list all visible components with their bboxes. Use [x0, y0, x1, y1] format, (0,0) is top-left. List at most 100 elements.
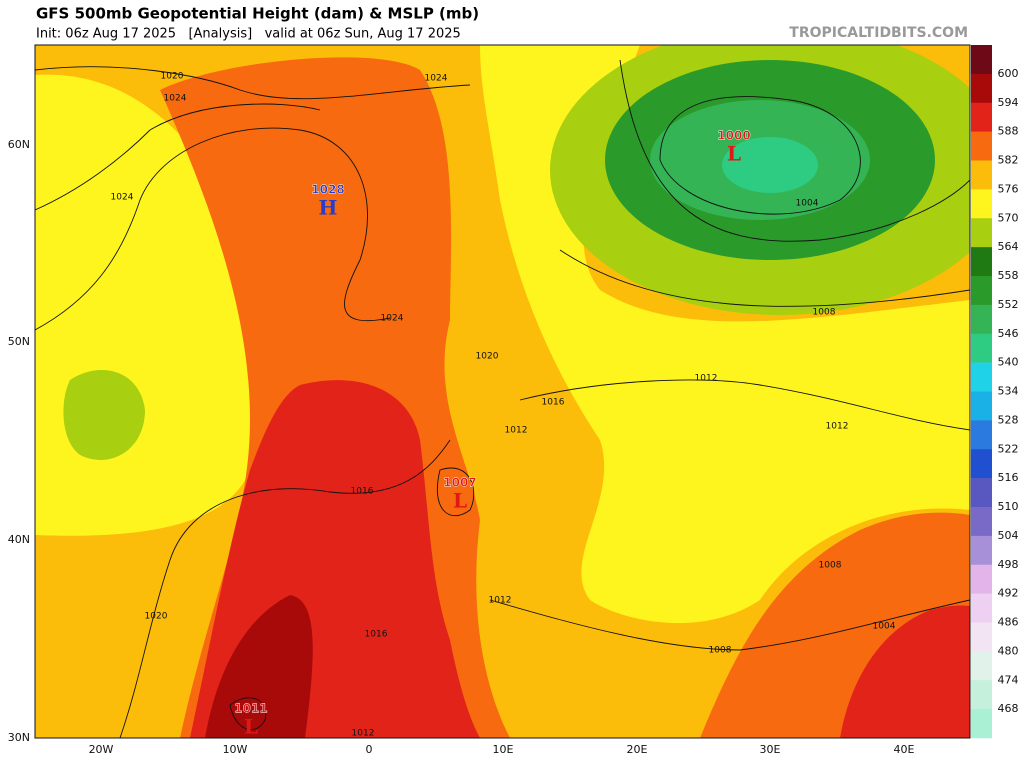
isobar: [619, 59, 970, 242]
longitude-label: 10E: [493, 743, 514, 756]
title: GFS 500mb Geopotential Height (dam) & MS…: [36, 5, 479, 23]
contour-label: 1016: [351, 487, 374, 497]
field-570-east: [480, 45, 970, 624]
credit: TROPICALTIDBITS.COM: [789, 25, 968, 41]
subtitle: Init: 06z Aug 17 2025 [Analysis] valid a…: [36, 27, 461, 42]
field-588-east: [840, 605, 970, 738]
isobar: [119, 439, 451, 738]
contour-label: 1020: [161, 72, 184, 82]
colorbar-label: 588: [998, 125, 1019, 138]
colorbar-swatch: [971, 131, 992, 161]
contour-label: 1020: [145, 612, 168, 622]
colorbar-label: 552: [998, 298, 1019, 311]
colorbar-swatch: [971, 709, 992, 739]
colorbar-swatch: [971, 189, 992, 219]
longitude-label: 20W: [89, 743, 114, 756]
colorbar-label: 576: [998, 182, 1019, 195]
colorbar-swatch: [971, 651, 992, 681]
latitude-label: 50N: [8, 335, 30, 348]
colorbar-swatch: [971, 593, 992, 623]
contour-label: 1012: [352, 729, 375, 739]
colorbar-swatch: [971, 102, 992, 132]
colorbar-swatch: [971, 507, 992, 537]
colorbar-swatch: [971, 680, 992, 710]
colorbar-swatch: [971, 478, 992, 508]
colorbar-label: 486: [998, 616, 1019, 629]
longitude-label: 20E: [627, 743, 648, 756]
contour-label: 1008: [819, 561, 842, 571]
colorbar-label: 582: [998, 154, 1019, 167]
pressure-center-symbol: L: [727, 142, 741, 166]
colorbar-swatch: [971, 160, 992, 190]
colorbar-label: 510: [998, 500, 1019, 513]
colorbar-label: 504: [998, 529, 1019, 542]
longitude-label: 40E: [894, 743, 915, 756]
contour-label: 1016: [542, 398, 565, 408]
pressure-center-symbol: L: [453, 489, 467, 513]
isobar: [436, 467, 475, 516]
colorbar-label: 540: [998, 356, 1019, 369]
contour-label: 1020: [476, 352, 499, 362]
colorbar-label: 600: [998, 67, 1019, 80]
colorbar-swatch: [971, 564, 992, 594]
map-frame: [34, 44, 971, 739]
longitude-label: 0: [366, 743, 373, 756]
colorbar-swatch: [971, 362, 992, 392]
colorbar-swatch: [971, 391, 992, 421]
colorbar-swatch: [971, 304, 992, 335]
colorbar-swatch: [971, 276, 992, 306]
contour-label: 1012: [505, 426, 528, 436]
colorbar-label: 522: [998, 442, 1019, 455]
isobar: [35, 66, 471, 100]
pressure-center-value: 1028: [311, 183, 344, 197]
colorbar-label: 570: [998, 211, 1019, 224]
pressure-center-value: 1000: [717, 129, 750, 143]
colorbar-label: 558: [998, 269, 1019, 282]
isobars: [35, 59, 970, 738]
pressure-center-symbol: L: [244, 715, 258, 739]
isobar: [559, 249, 970, 307]
isobar: [519, 379, 970, 431]
contour-label: 1012: [695, 374, 718, 384]
colorbar-label: 498: [998, 558, 1019, 571]
contour-label: 1008: [813, 308, 836, 318]
contour-label: 1004: [796, 199, 819, 209]
contour-label: 1012: [489, 596, 512, 606]
colorbar-label: 468: [998, 702, 1019, 715]
latitude-label: 30N: [8, 731, 30, 744]
contour-label: 1024: [381, 314, 404, 324]
contour-label: 1004: [873, 622, 896, 632]
isobar: [35, 103, 321, 211]
colorbar-label: 492: [998, 587, 1019, 600]
colorbar-label: 474: [998, 673, 1019, 686]
colorbar-swatch: [971, 535, 992, 566]
map: [35, 45, 970, 738]
longitude-label: 30E: [760, 743, 781, 756]
pressure-center-symbol: H: [319, 196, 338, 220]
colorbar-swatch: [971, 45, 992, 75]
colorbar-label: 480: [998, 644, 1019, 657]
contour-label: 1024: [111, 193, 134, 203]
colorbar-label: 534: [998, 385, 1019, 398]
pressure-center-value: 1011: [234, 702, 267, 716]
isobar: [659, 96, 861, 215]
latitude-label: 40N: [8, 533, 30, 546]
colorbar-label: 528: [998, 413, 1019, 426]
pressure-center-value: 1007: [443, 476, 476, 490]
longitude-label: 10W: [223, 743, 248, 756]
isobar: [489, 599, 970, 651]
colorbar-swatch: [971, 247, 992, 277]
contour-label: 1008: [709, 646, 732, 656]
colorbar-swatch: [971, 333, 992, 363]
colorbar-swatch: [971, 73, 992, 104]
isobar: [35, 127, 391, 331]
contour-label: 1012: [826, 422, 849, 432]
field-564: [63, 370, 145, 460]
colorbar-swatch: [971, 449, 992, 479]
colorbar-swatch: [971, 420, 992, 450]
contour-label: 1024: [425, 74, 448, 84]
isobar: [229, 697, 267, 731]
contour-label: 1016: [365, 630, 388, 640]
colorbar-label: 516: [998, 471, 1019, 484]
field-594: [205, 595, 313, 738]
